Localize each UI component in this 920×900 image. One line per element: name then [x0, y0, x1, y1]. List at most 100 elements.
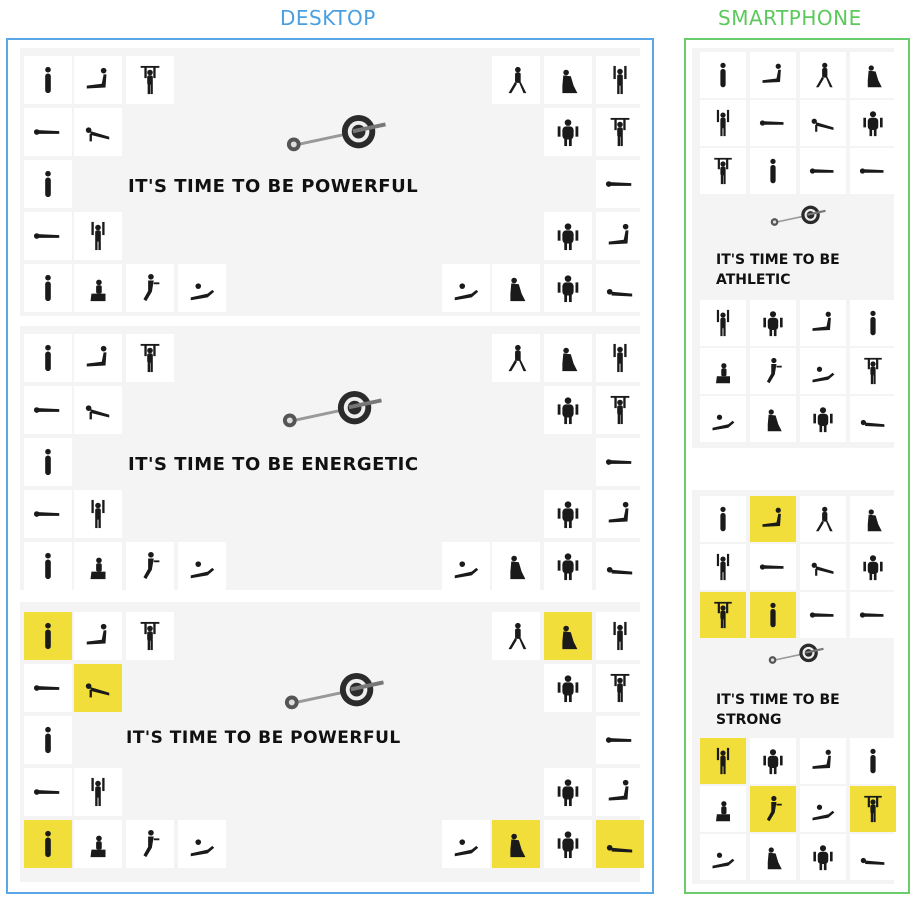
exercise-tile[interactable] — [596, 212, 644, 260]
exercise-tile[interactable] — [850, 592, 896, 638]
exercise-tile[interactable] — [850, 396, 896, 442]
exercise-tile[interactable] — [24, 542, 72, 590]
exercise-tile[interactable] — [442, 820, 490, 868]
exercise-tile[interactable] — [492, 264, 540, 312]
exercise-tile[interactable] — [74, 334, 122, 382]
exercise-tile[interactable] — [800, 396, 846, 442]
exercise-tile[interactable] — [750, 100, 796, 146]
exercise-tile[interactable] — [24, 160, 72, 208]
exercise-tile[interactable] — [800, 348, 846, 394]
exercise-tile[interactable] — [800, 52, 846, 98]
exercise-tile[interactable] — [492, 820, 540, 868]
exercise-tile[interactable] — [74, 490, 122, 538]
exercise-tile[interactable] — [850, 834, 896, 880]
exercise-tile[interactable] — [750, 148, 796, 194]
exercise-tile[interactable] — [850, 544, 896, 590]
exercise-tile[interactable] — [178, 542, 226, 590]
exercise-tile[interactable] — [800, 544, 846, 590]
exercise-tile[interactable] — [800, 834, 846, 880]
exercise-tile[interactable] — [800, 100, 846, 146]
exercise-tile[interactable] — [126, 56, 174, 104]
exercise-tile[interactable] — [596, 542, 644, 590]
exercise-tile[interactable] — [24, 334, 72, 382]
exercise-tile[interactable] — [750, 52, 796, 98]
exercise-tile[interactable] — [74, 664, 122, 712]
exercise-tile[interactable] — [596, 334, 644, 382]
exercise-tile[interactable] — [596, 56, 644, 104]
exercise-tile[interactable] — [700, 834, 746, 880]
exercise-tile[interactable] — [596, 716, 644, 764]
exercise-tile[interactable] — [442, 264, 490, 312]
exercise-tile[interactable] — [24, 768, 72, 816]
exercise-tile[interactable] — [492, 542, 540, 590]
exercise-tile[interactable] — [750, 496, 796, 542]
exercise-tile[interactable] — [850, 148, 896, 194]
exercise-tile[interactable] — [24, 820, 72, 868]
exercise-tile[interactable] — [544, 334, 592, 382]
exercise-tile[interactable] — [700, 496, 746, 542]
exercise-tile[interactable] — [24, 212, 72, 260]
exercise-tile[interactable] — [492, 612, 540, 660]
exercise-tile[interactable] — [24, 612, 72, 660]
exercise-tile[interactable] — [700, 148, 746, 194]
exercise-tile[interactable] — [596, 108, 644, 156]
exercise-tile[interactable] — [24, 664, 72, 712]
exercise-tile[interactable] — [700, 300, 746, 346]
exercise-tile[interactable] — [700, 592, 746, 638]
exercise-tile[interactable] — [178, 820, 226, 868]
exercise-tile[interactable] — [74, 542, 122, 590]
exercise-tile[interactable] — [178, 264, 226, 312]
exercise-tile[interactable] — [850, 738, 896, 784]
exercise-tile[interactable] — [492, 56, 540, 104]
exercise-tile[interactable] — [24, 438, 72, 486]
exercise-tile[interactable] — [700, 348, 746, 394]
exercise-tile[interactable] — [544, 264, 592, 312]
exercise-tile[interactable] — [544, 542, 592, 590]
exercise-tile[interactable] — [442, 542, 490, 590]
exercise-tile[interactable] — [700, 786, 746, 832]
exercise-tile[interactable] — [544, 612, 592, 660]
exercise-tile[interactable] — [24, 264, 72, 312]
exercise-tile[interactable] — [850, 348, 896, 394]
exercise-tile[interactable] — [800, 148, 846, 194]
exercise-tile[interactable] — [596, 160, 644, 208]
exercise-tile[interactable] — [800, 738, 846, 784]
exercise-tile[interactable] — [24, 716, 72, 764]
exercise-tile[interactable] — [544, 56, 592, 104]
exercise-tile[interactable] — [800, 496, 846, 542]
exercise-tile[interactable] — [700, 100, 746, 146]
exercise-tile[interactable] — [800, 786, 846, 832]
exercise-tile[interactable] — [596, 386, 644, 434]
exercise-tile[interactable] — [544, 664, 592, 712]
exercise-tile[interactable] — [750, 396, 796, 442]
exercise-tile[interactable] — [74, 386, 122, 434]
exercise-tile[interactable] — [24, 490, 72, 538]
exercise-tile[interactable] — [596, 664, 644, 712]
exercise-tile[interactable] — [750, 544, 796, 590]
exercise-tile[interactable] — [850, 300, 896, 346]
exercise-tile[interactable] — [492, 334, 540, 382]
exercise-tile[interactable] — [24, 108, 72, 156]
exercise-tile[interactable] — [544, 386, 592, 434]
exercise-tile[interactable] — [596, 612, 644, 660]
exercise-tile[interactable] — [126, 542, 174, 590]
exercise-tile[interactable] — [126, 264, 174, 312]
exercise-tile[interactable] — [544, 490, 592, 538]
exercise-tile[interactable] — [126, 820, 174, 868]
exercise-tile[interactable] — [544, 820, 592, 868]
exercise-tile[interactable] — [74, 212, 122, 260]
exercise-tile[interactable] — [750, 592, 796, 638]
exercise-tile[interactable] — [544, 212, 592, 260]
exercise-tile[interactable] — [74, 768, 122, 816]
exercise-tile[interactable] — [596, 438, 644, 486]
exercise-tile[interactable] — [800, 592, 846, 638]
exercise-tile[interactable] — [596, 490, 644, 538]
exercise-tile[interactable] — [700, 52, 746, 98]
exercise-tile[interactable] — [74, 108, 122, 156]
exercise-tile[interactable] — [850, 786, 896, 832]
exercise-tile[interactable] — [74, 264, 122, 312]
exercise-tile[interactable] — [850, 52, 896, 98]
exercise-tile[interactable] — [596, 820, 644, 868]
exercise-tile[interactable] — [850, 100, 896, 146]
exercise-tile[interactable] — [74, 612, 122, 660]
